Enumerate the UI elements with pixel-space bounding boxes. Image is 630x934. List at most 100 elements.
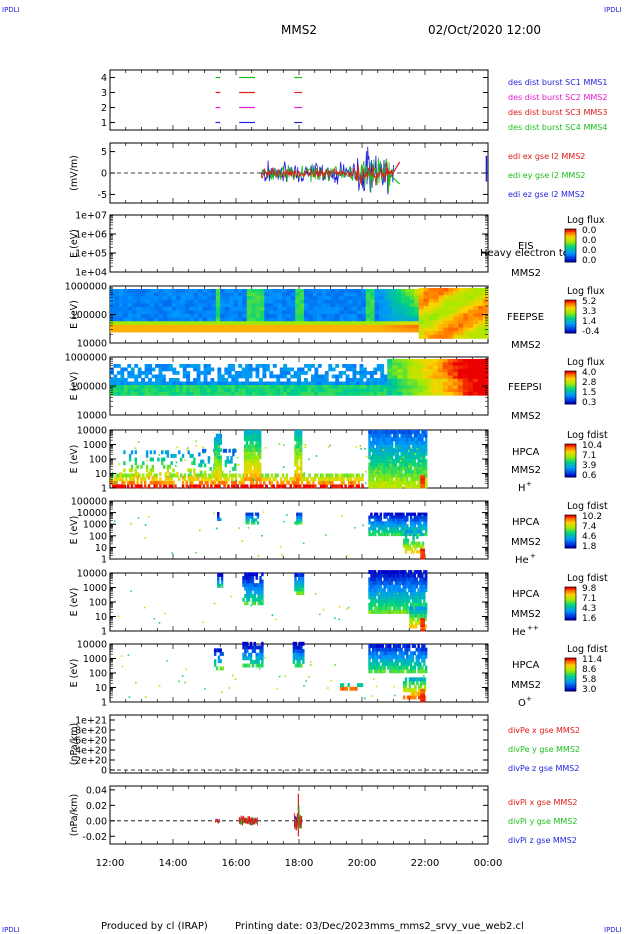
hpca-h-panel-cell (127, 484, 130, 489)
feepse-panel-cell (321, 289, 327, 293)
feepsi-panel-cell (447, 378, 454, 383)
hpca-he-panel-cell (409, 518, 413, 522)
hpca-h-panel-cell (144, 480, 147, 485)
feepse-panel-colorbar-title: Log flux (567, 286, 605, 297)
hpca-h-panel-cell (314, 484, 317, 489)
hpca-h-panel-cell (219, 473, 223, 478)
feepse-panel-cell (145, 299, 151, 304)
hpca-h-panel-cell (255, 477, 258, 482)
feepsi-panel-cell (144, 392, 149, 396)
feepsi-panel-cell (482, 392, 489, 396)
hpca-h-panel-cell (404, 469, 407, 474)
hpca-h-panel-colorbar-cell (565, 456, 576, 458)
hpca-hepp-panel-cell (418, 609, 422, 614)
hpca-hepp-panel-cell (396, 573, 400, 578)
hpca-hepp-panel-cell (249, 594, 253, 598)
eis-panel-ytick-label: 1e+07 (75, 211, 107, 222)
hpca-h-panel-cell (370, 455, 373, 460)
feepsi-panel-cell (207, 388, 211, 393)
feepsi-panel-cell (196, 364, 201, 368)
hpca-h-panel-cell (373, 473, 377, 478)
hpca-he-panel-cell (412, 532, 415, 537)
feepse-panel-cell (326, 299, 331, 304)
feepse-panel-cell (352, 310, 358, 315)
hpca-h-panel-cell (238, 473, 241, 478)
hpca-h-panel-cell (223, 480, 226, 485)
feepse-panel-cell (251, 310, 256, 315)
hpca-hepp-panel-cell (368, 606, 371, 611)
hpca-h-panel-cell (375, 444, 379, 449)
feepse-panel-cell (127, 306, 133, 311)
hpca-hepp-panel-cell (372, 573, 375, 578)
feepsi-panel-cell (392, 375, 398, 380)
feepse-panel-cell (211, 303, 217, 308)
feepsi-panel-cell (220, 388, 225, 393)
hpca-hepp-panel-cell (247, 572, 251, 577)
feepse-panel-cell (290, 321, 296, 326)
feepse-panel-cell (361, 310, 367, 315)
hpca-h-panel-cell (299, 448, 303, 453)
hpca-he-panel-dot (257, 554, 260, 557)
feepsi-panel-cell (255, 392, 260, 396)
feepse-panel-cell (423, 288, 429, 292)
feepsi-panel-cell (457, 368, 464, 373)
hpca-he-panel-cell (413, 530, 417, 534)
feepse-panel-cell (352, 303, 358, 308)
hpca-h-panel-cell (409, 433, 413, 438)
feepsi-panel-cell (186, 371, 191, 375)
feepse-panel-cell (286, 292, 292, 297)
feepse-panel-cell (334, 289, 340, 293)
hpca-he-panel-cell (404, 521, 407, 525)
feepse-panel-colorbar-cell (565, 316, 576, 319)
feepsi-panel-cell (265, 388, 270, 393)
hpca-h-panel-cell (251, 484, 255, 489)
hpca-he-panel-cell (402, 512, 405, 516)
hpca-hepp-panel-cell (255, 575, 258, 580)
hpca-hepp-panel-cell (298, 580, 301, 585)
feepse-panel-cell (246, 328, 252, 333)
hpca-h-panel-cell (409, 437, 413, 442)
feepsi-panel-cell (427, 372, 433, 376)
feepse-panel-cell (132, 328, 137, 333)
feepse-panel-cell (463, 334, 469, 339)
hpca-h-panel-cell (394, 430, 398, 434)
feepse-panel-cell (136, 310, 142, 315)
feepse-panel-cell (286, 306, 292, 311)
hpca-h-panel-cell (334, 473, 338, 478)
feepsi-panel-cell (452, 362, 459, 366)
hpca-hepp-panel-cell (414, 613, 418, 618)
feepsi-panel-cell (127, 388, 132, 393)
feepse-panel-cell (308, 292, 314, 297)
hpca-h-panel-cell (394, 451, 398, 456)
hpca-h-panel-cell (230, 456, 233, 461)
hpca-he-panel-ylabel: E (eV) (69, 516, 80, 545)
hpca-h-panel-cell (383, 459, 386, 463)
hpca-hepp-panel-cell (411, 624, 414, 629)
feepse-panel-cell (308, 317, 314, 322)
hpca-h-panel-cell (400, 437, 403, 442)
hpca-h-panel-cell (119, 472, 122, 476)
hpca-he-panel-cell (394, 518, 398, 522)
feepse-panel-cell (136, 324, 142, 329)
hpca-h-panel-cell (296, 459, 299, 463)
feepsi-panel-cell (276, 388, 281, 393)
hpca-h-panel-cell (287, 480, 291, 485)
feepse-panel-cell (428, 306, 434, 310)
hpca-h-panel-cell (251, 451, 254, 456)
feepsi-panel-cell (314, 371, 319, 375)
feepsi-panel-cell (359, 381, 364, 386)
hpca-hepp-panel-cell (381, 573, 384, 578)
hpca-hepp-panel-cell (415, 602, 418, 607)
hpca-h-panel-cell (368, 444, 371, 449)
hpca-hepp-panel-cell (398, 584, 401, 589)
feepse-panel-cell (443, 327, 449, 332)
feepse-panel-cell (233, 314, 239, 319)
hpca-h-panel-cell (312, 484, 315, 489)
feepsi-panel-cell (227, 385, 232, 389)
feepsi-panel-cell (407, 362, 413, 366)
hpca-h-panel-dot (378, 470, 381, 473)
hpca-h-panel-cell (178, 477, 181, 482)
hpca-he-panel-cell (249, 512, 252, 516)
feepsi-panel-cell (402, 372, 408, 376)
hpca-h-panel-cell (385, 451, 388, 456)
